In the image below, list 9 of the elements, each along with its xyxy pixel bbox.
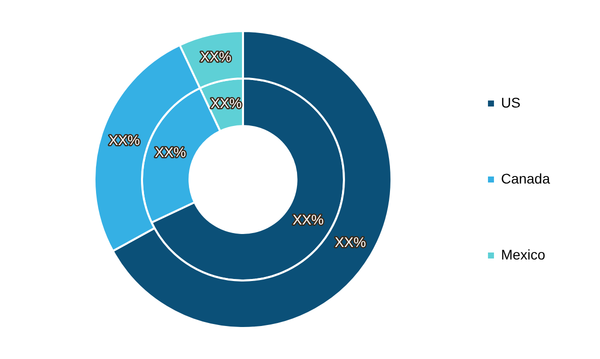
data-label: XX% xyxy=(292,212,324,228)
legend-label: Canada xyxy=(500,170,550,186)
legend-label: Mexico xyxy=(500,246,546,262)
data-label: XX% xyxy=(108,132,140,148)
data-label: XX% xyxy=(200,48,232,65)
data-label: XX% xyxy=(210,95,242,111)
data-label: XX% xyxy=(154,144,186,160)
data-label: XX% xyxy=(334,234,366,250)
legend-label: US xyxy=(500,94,520,110)
